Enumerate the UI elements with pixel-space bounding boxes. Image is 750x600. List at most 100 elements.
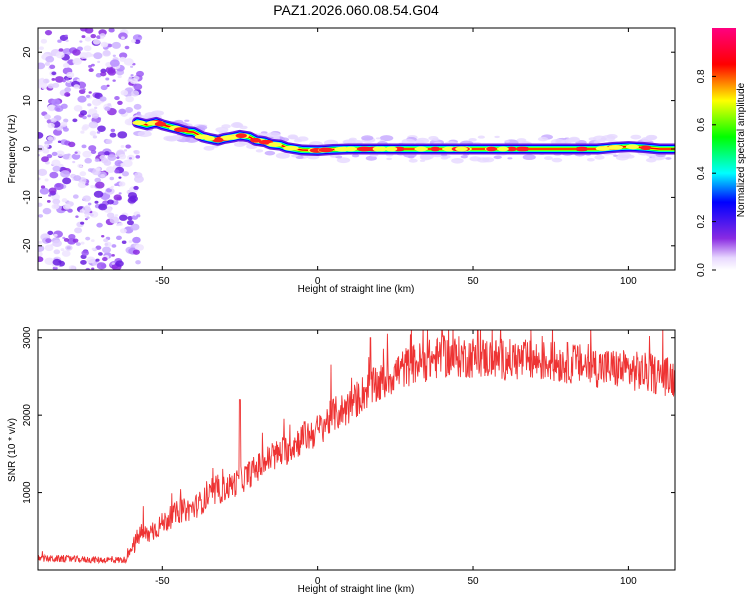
signal-hotspot (575, 146, 588, 152)
noise-blob (63, 118, 69, 123)
noise-blob (60, 170, 71, 178)
noise-blob (96, 262, 107, 270)
noise-blob (103, 238, 109, 243)
colorbar-tick-label: 0.2 (696, 214, 707, 228)
noise-blob (112, 79, 116, 82)
noise-blob (57, 39, 62, 43)
noise-blob (65, 77, 70, 81)
noise-blob (39, 187, 50, 195)
noise-blob (66, 51, 71, 56)
noise-blob (130, 39, 136, 43)
noise-blob (135, 155, 141, 159)
noise-blob (60, 248, 65, 252)
noise-blob (72, 118, 78, 123)
trace-halo-blob (291, 154, 298, 158)
noise-blob (47, 230, 54, 236)
noise-blob (126, 190, 130, 193)
noise-blob (119, 56, 127, 62)
trace-halo-blob (494, 135, 500, 139)
noise-blob (75, 242, 81, 246)
trace-halo-blob (386, 157, 392, 161)
trace-halo-blob (342, 139, 353, 145)
noise-blob (135, 260, 141, 265)
noise-blob (77, 181, 87, 189)
noise-blob (44, 178, 49, 182)
noise-blob (38, 214, 44, 218)
y-tick-label: -20 (22, 238, 33, 253)
noise-blob (68, 141, 76, 148)
noise-blob (92, 135, 98, 139)
noise-blob (51, 159, 61, 167)
noise-blob (106, 166, 115, 174)
noise-blob (63, 237, 70, 242)
noise-blob (94, 200, 99, 204)
noise-blob (100, 157, 109, 164)
noise-blob (96, 222, 103, 228)
noise-blob (60, 121, 68, 127)
noise-blob (129, 195, 138, 203)
noise-blob (95, 245, 102, 250)
noise-blob (52, 165, 61, 172)
trace-halo-blob (522, 154, 536, 161)
noise-blob (45, 55, 55, 63)
noise-blob (90, 213, 94, 217)
noise-blob (87, 114, 92, 118)
trace-halo-blob (630, 134, 642, 140)
noise-blob (80, 110, 88, 116)
trace-halo-blob (641, 136, 653, 142)
trace-halo-blob (593, 140, 601, 144)
noise-blob (43, 78, 50, 84)
x-tick-label: 100 (620, 576, 637, 587)
noise-blob (107, 199, 114, 205)
trace-halo-blob (560, 139, 572, 145)
signal-hotspot (268, 142, 283, 148)
noise-blob (85, 236, 91, 241)
noise-blob (54, 76, 64, 83)
trace-halo-blob (287, 134, 298, 139)
noise-blob (99, 96, 107, 102)
noise-blob (110, 185, 114, 189)
trace-halo-blob (352, 139, 363, 145)
noise-blob (43, 114, 51, 120)
noise-blob (38, 177, 41, 181)
noise-blob (91, 113, 100, 119)
noise-blob (62, 177, 72, 185)
trace-halo-blob (401, 138, 416, 145)
noise-blob (123, 58, 134, 66)
noise-blob (88, 121, 99, 129)
noise-blob (105, 77, 110, 81)
noise-blob (54, 105, 64, 112)
noise-blob (81, 250, 89, 256)
trace-halo-blob (203, 145, 215, 151)
noise-blob (91, 63, 95, 67)
noise-blob (83, 45, 92, 52)
noise-blob (102, 256, 108, 262)
noise-blob (130, 74, 134, 77)
noise-blob (74, 58, 81, 63)
snr-panel: -50 0 50 100 1000 2000 3000 Height of straigh… (7, 326, 676, 595)
noise-blob (109, 59, 120, 67)
noise-blob (61, 250, 71, 257)
noise-blob (90, 33, 97, 39)
noise-blob (38, 240, 43, 244)
noise-blob (93, 52, 103, 60)
noise-blob (38, 168, 48, 176)
noise-blob (66, 246, 71, 250)
noise-blob (100, 35, 105, 39)
noise-blob (79, 209, 85, 214)
x-tick-label: 100 (620, 276, 637, 287)
trace-halo-blob (586, 157, 595, 162)
noise-blob (128, 157, 133, 160)
noise-blob (103, 50, 111, 56)
noise-blob (66, 71, 75, 79)
signal-hotspot (516, 146, 526, 152)
signal-hotspot (506, 146, 517, 152)
noise-blob (45, 238, 52, 243)
noise-blob (107, 103, 112, 107)
noise-blob (90, 149, 97, 154)
signal-hotspot (640, 145, 652, 151)
noise-blob (49, 171, 59, 179)
signal-hotspot (132, 120, 146, 126)
noise-blob (93, 190, 104, 198)
trace-halo-blob (440, 156, 449, 160)
